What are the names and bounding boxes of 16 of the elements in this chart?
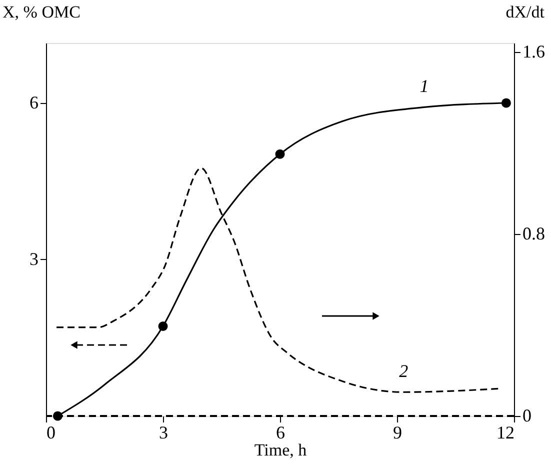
- series-label: 1: [420, 76, 429, 96]
- y-axis-title: X, % OMC: [2, 2, 80, 22]
- x-axis-title: Time, h: [254, 440, 308, 460]
- point: [158, 322, 168, 332]
- series-label: 2: [399, 361, 408, 382]
- x-tick-label: 6: [276, 422, 285, 442]
- point: [275, 149, 285, 159]
- y2-tick-label: 1.6: [522, 42, 545, 62]
- x-tick-label: 0: [46, 422, 56, 442]
- x-tick-label: 3: [159, 422, 168, 442]
- x-tick-label: 12: [496, 422, 514, 442]
- point: [501, 98, 511, 108]
- x-tick-label: 9: [393, 422, 402, 442]
- y2-tick-label: 0.8: [522, 224, 545, 244]
- y2-tick-label: 0: [522, 406, 532, 426]
- y2-axis-title: dX/dt: [506, 2, 545, 22]
